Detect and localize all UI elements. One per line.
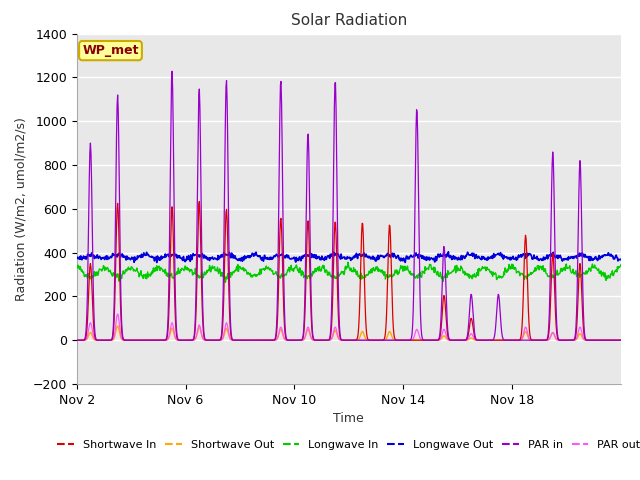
Title: Solar Radiation: Solar Radiation [291,13,407,28]
Legend: Shortwave In, Shortwave Out, Longwave In, Longwave Out, PAR in, PAR out: Shortwave In, Shortwave Out, Longwave In… [52,435,640,454]
Y-axis label: Radiation (W/m2, umol/m2/s): Radiation (W/m2, umol/m2/s) [14,117,27,301]
Text: WP_met: WP_met [82,44,139,57]
X-axis label: Time: Time [333,412,364,425]
